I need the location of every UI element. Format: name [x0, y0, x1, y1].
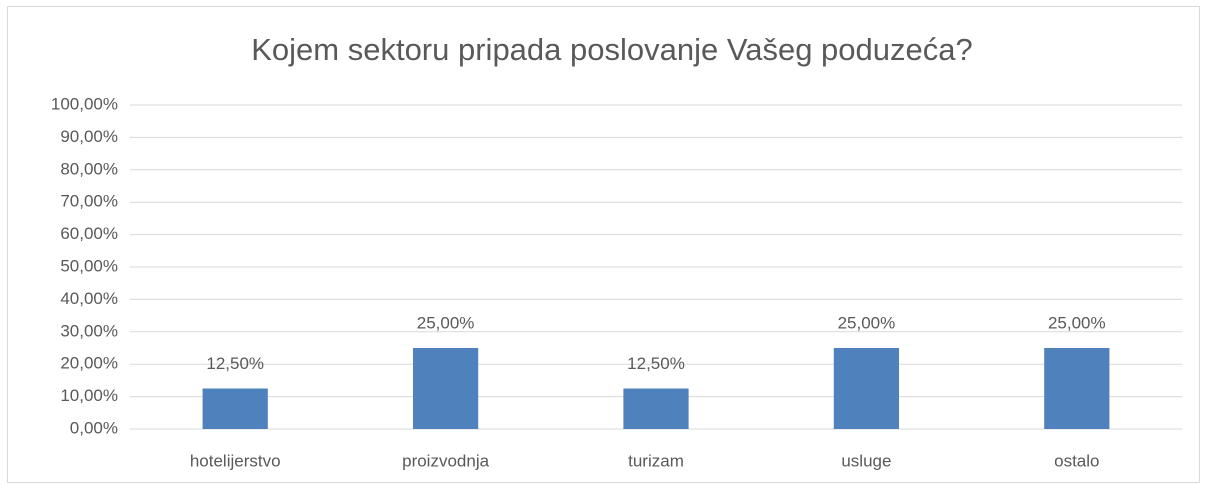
bar [202, 388, 268, 429]
data-label: 25,00% [417, 313, 475, 332]
x-tick-label: hotelijerstvo [190, 451, 281, 470]
data-label: 12,50% [627, 354, 685, 373]
bar [1044, 348, 1110, 429]
y-tick-label: 30,00% [60, 321, 118, 340]
x-tick-label: ostalo [1054, 451, 1099, 470]
y-tick-label: 10,00% [60, 386, 118, 405]
chart-border [7, 6, 1200, 483]
y-tick-label: 60,00% [60, 224, 118, 243]
y-tick-label: 20,00% [60, 354, 118, 373]
y-tick-label: 50,00% [60, 256, 118, 275]
y-tick-label: 70,00% [60, 192, 118, 211]
y-tick-label: 80,00% [60, 159, 118, 178]
data-label: 25,00% [838, 313, 896, 332]
data-label: 12,50% [206, 354, 264, 373]
bar [833, 348, 900, 429]
chart-title: Kojem sektoru pripada poslovanje Vašeg p… [251, 32, 973, 67]
x-tick-label: proizvodnja [402, 451, 489, 470]
y-tick-label: 90,00% [60, 127, 118, 146]
bar [623, 388, 689, 429]
x-tick-label: turizam [628, 451, 684, 470]
data-label: 25,00% [1048, 313, 1106, 332]
bar [412, 348, 479, 429]
y-tick-label: 100,00% [51, 94, 118, 113]
x-tick-label: usluge [841, 451, 891, 470]
y-tick-label: 0,00% [70, 418, 118, 437]
y-tick-label: 40,00% [60, 289, 118, 308]
